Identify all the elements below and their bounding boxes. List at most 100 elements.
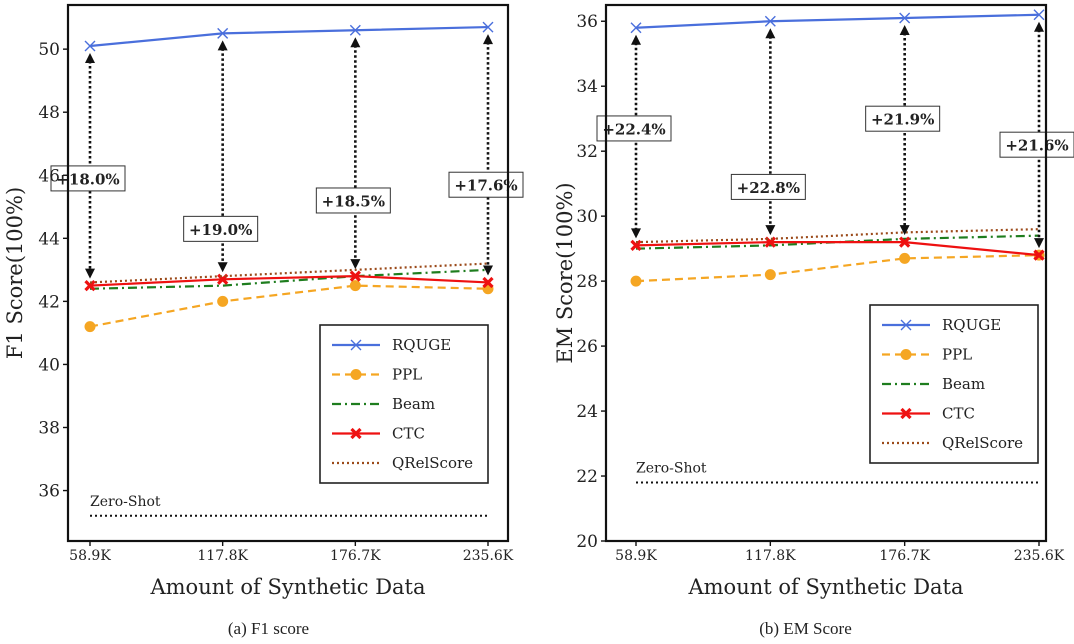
data-point-rquge-0 bbox=[630, 22, 642, 34]
data-point-ppl-2 bbox=[349, 280, 361, 292]
data-point-ppl-1 bbox=[217, 295, 229, 307]
improvement-arrowhead-bottom-3 bbox=[483, 265, 493, 276]
zero-shot-label: Zero-Shot bbox=[636, 461, 707, 477]
y-tick-label-8: 36 bbox=[576, 12, 598, 32]
improvement-arrowhead-bottom-0 bbox=[631, 228, 641, 239]
improvement-label-2: +18.5% bbox=[322, 192, 385, 210]
x-tick-label-2: 176.7K bbox=[330, 548, 381, 564]
x-tick-label-0: 58.9K bbox=[615, 548, 657, 564]
data-point-ctc-2 bbox=[899, 236, 911, 248]
legend-box bbox=[319, 324, 489, 484]
zero-shot-label: Zero-Shot bbox=[90, 494, 161, 510]
x-tick-label-0: 58.9K bbox=[69, 548, 111, 564]
data-point-ppl-0 bbox=[630, 275, 642, 287]
y-tick-label-5: 30 bbox=[576, 207, 598, 227]
improvement-arrowhead-top-1 bbox=[765, 28, 776, 39]
series-line-beam bbox=[635, 234, 1040, 250]
improvement-label-3: +21.6% bbox=[1005, 137, 1068, 155]
data-point-ctc-3 bbox=[482, 276, 494, 289]
improvement-arrowhead-top-0 bbox=[631, 34, 641, 45]
improvement-label-box-0 bbox=[50, 165, 126, 192]
y-axis-label: EM Score(100%) bbox=[553, 182, 577, 363]
data-point-rquge-1 bbox=[764, 15, 776, 27]
improvement-arrowhead-bottom-0 bbox=[85, 268, 95, 279]
x-tick-label-2: 176.7K bbox=[879, 548, 930, 564]
series-line-ctc bbox=[635, 241, 1040, 257]
y-tick-label-3: 42 bbox=[38, 292, 60, 312]
improvement-arrowhead-top-0 bbox=[85, 52, 95, 63]
legend-marker-ctc bbox=[350, 427, 362, 440]
y-tick-label-1: 22 bbox=[576, 467, 598, 487]
improvement-label-1: +19.0% bbox=[189, 221, 252, 239]
legend-label-rquge: RQUGE bbox=[392, 336, 451, 354]
series-line-ppl bbox=[89, 284, 489, 328]
legend-marker-ppl bbox=[350, 369, 362, 380]
data-point-ctc-2 bbox=[349, 270, 361, 282]
x-axis-label: Amount of Synthetic Data bbox=[149, 575, 425, 599]
improvement-label-box-3 bbox=[448, 171, 524, 198]
y-tick-label-0: 20 bbox=[576, 532, 598, 552]
x-tick-label-1: 117.8K bbox=[745, 548, 796, 564]
series-line-ctc bbox=[89, 275, 489, 287]
series-line-rquge bbox=[89, 25, 489, 48]
x-axis-label: Amount of Synthetic Data bbox=[687, 575, 963, 599]
series-line-qrelscore bbox=[635, 228, 1040, 244]
data-point-rquge-2 bbox=[349, 24, 361, 36]
data-point-ppl-0 bbox=[84, 321, 96, 333]
improvement-label-1: +22.8% bbox=[737, 179, 800, 197]
improvement-arrowhead-bottom-1 bbox=[765, 225, 776, 236]
y-tick-label-2: 24 bbox=[576, 402, 598, 422]
y-tick-label-1: 38 bbox=[38, 418, 60, 438]
improvement-arrowhead-top-1 bbox=[217, 40, 228, 51]
y-tick-label-6: 48 bbox=[38, 103, 60, 123]
legend-marker-rquge bbox=[350, 339, 362, 351]
y-tick-label-7: 34 bbox=[576, 77, 598, 97]
x-tick-label-1: 117.8K bbox=[197, 548, 248, 564]
plot-frame bbox=[66, 3, 510, 543]
data-point-rquge-0 bbox=[84, 40, 96, 52]
y-tick-label-2: 40 bbox=[38, 355, 60, 375]
data-point-rquge-3 bbox=[482, 21, 494, 33]
legend-label-ctc: CTC bbox=[392, 425, 425, 443]
improvement-label-box-2 bbox=[865, 105, 941, 132]
improvement-arrowhead-top-2 bbox=[350, 37, 361, 48]
caption-em: (b) EM Score bbox=[759, 619, 852, 638]
em-score-chart: Zero-Shot +22.4% +22.8% +21.9% +21.6% 20 22 24 2… bbox=[553, 3, 1074, 599]
legend-label-ctc: CTC bbox=[942, 405, 975, 423]
y-tick-label-0: 36 bbox=[38, 482, 60, 502]
improvement-arrowhead-top-3 bbox=[483, 34, 493, 45]
y-tick-label-7: 50 bbox=[38, 40, 60, 60]
improvement-arrowhead-bottom-1 bbox=[217, 262, 228, 273]
series-line-qrelscore bbox=[89, 262, 489, 284]
improvement-label-3: +17.6% bbox=[454, 177, 517, 195]
plot-frame bbox=[604, 3, 1048, 543]
x-tick-label-3: 235.6K bbox=[463, 548, 514, 564]
legend-marker-ppl bbox=[900, 349, 912, 360]
legend-label-ppl: PPL bbox=[942, 346, 972, 364]
improvement-label-0: +18.0% bbox=[56, 170, 119, 188]
f1-score-chart: Zero-Shot +18.0% +19.0% +18.5% +17.6% 36 38 40 4… bbox=[3, 3, 524, 599]
data-point-rquge-2 bbox=[899, 12, 911, 24]
series-line-ppl bbox=[635, 254, 1040, 283]
legend-label-ppl: PPL bbox=[392, 366, 422, 384]
improvement-label-box-0 bbox=[596, 115, 672, 142]
data-point-ctc-0 bbox=[630, 239, 642, 252]
improvement-arrowhead-bottom-2 bbox=[350, 259, 361, 270]
series-line-rquge bbox=[635, 13, 1040, 29]
data-point-ctc-3 bbox=[1033, 249, 1045, 261]
legend-box bbox=[869, 304, 1039, 464]
legend-label-beam: Beam bbox=[942, 375, 985, 393]
data-point-ppl-1 bbox=[764, 269, 776, 281]
improvement-label-2: +21.9% bbox=[871, 111, 934, 129]
y-axis-label: F1 Score(100%) bbox=[3, 187, 27, 359]
improvement-arrowhead-bottom-3 bbox=[1034, 238, 1044, 249]
legend-label-beam: Beam bbox=[392, 395, 435, 413]
improvement-label-0: +22.4% bbox=[602, 120, 665, 138]
y-tick-label-6: 32 bbox=[576, 142, 598, 162]
improvement-label-box-3 bbox=[999, 131, 1074, 158]
legend-marker-rquge bbox=[900, 319, 912, 331]
improvement-arrowhead-top-2 bbox=[899, 24, 910, 35]
y-tick-label-5: 46 bbox=[38, 166, 60, 186]
data-point-ppl-2 bbox=[899, 252, 911, 264]
y-tick-label-3: 26 bbox=[576, 337, 598, 357]
